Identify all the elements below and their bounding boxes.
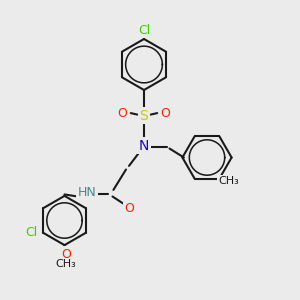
Text: HN: HN <box>78 186 96 200</box>
Text: O: O <box>61 248 71 261</box>
Text: O: O <box>161 106 170 120</box>
Text: Cl: Cl <box>138 23 150 37</box>
Text: CH₃: CH₃ <box>218 176 239 186</box>
Text: S: S <box>140 109 148 122</box>
Text: O: O <box>118 106 127 120</box>
Text: N: N <box>139 139 149 152</box>
Text: Cl: Cl <box>26 226 38 239</box>
Text: CH₃: CH₃ <box>56 259 76 269</box>
Text: O: O <box>124 202 134 215</box>
